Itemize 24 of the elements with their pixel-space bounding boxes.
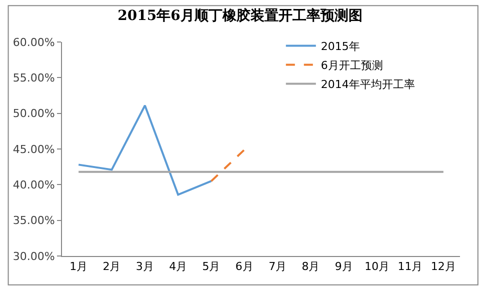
y-tick-label: 30.00% bbox=[12, 250, 55, 263]
legend-label: 2014年平均开工率 bbox=[320, 78, 415, 92]
x-tick-label: 10月 bbox=[364, 260, 390, 274]
y-tick-label: 55.00% bbox=[12, 72, 55, 85]
x-tick-label: 1月 bbox=[70, 260, 88, 274]
x-tick-label: 4月 bbox=[169, 260, 188, 274]
x-tick-label: 6月 bbox=[235, 260, 254, 274]
x-tick-label: 9月 bbox=[334, 260, 353, 274]
y-tick-label: 45.00% bbox=[12, 142, 55, 156]
y-tick-label: 60.00% bbox=[12, 36, 55, 49]
x-tick-label: 3月 bbox=[136, 260, 154, 274]
legend-label: 6月开工预测 bbox=[320, 59, 383, 72]
y-tick-label: 50.00% bbox=[12, 107, 55, 120]
y-tick-label: 40.00% bbox=[12, 178, 55, 192]
x-tick-label: 8月 bbox=[302, 260, 320, 274]
line-series bbox=[78, 104, 212, 196]
legend-label: 2015年 bbox=[320, 40, 360, 54]
x-tick-label: 11月 bbox=[398, 260, 423, 274]
x-tick-label: 5月 bbox=[202, 260, 220, 274]
y-tick-label: 35.00% bbox=[12, 214, 55, 228]
x-tick-label: 7月 bbox=[268, 260, 287, 274]
chart-title: 2015年6月顺丁橡胶装置开工率预测图 bbox=[118, 6, 362, 24]
x-tick-label: 2月 bbox=[102, 260, 121, 274]
x-tick-label: 12月 bbox=[430, 260, 456, 274]
